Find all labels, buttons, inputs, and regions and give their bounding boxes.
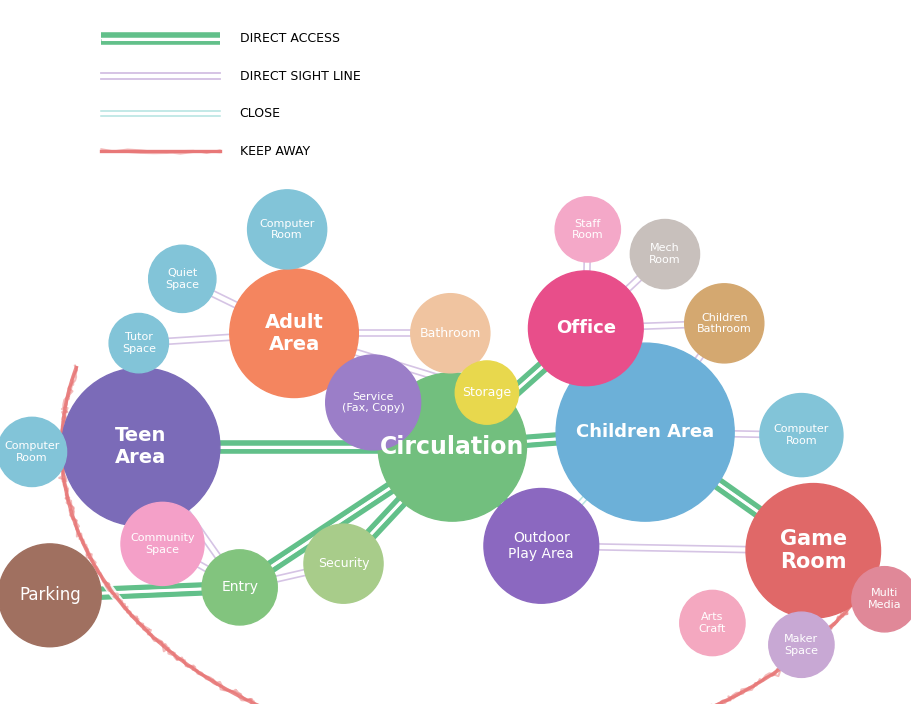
Text: CLOSE: CLOSE — [240, 107, 281, 120]
Text: Game
Room: Game Room — [779, 529, 846, 572]
Circle shape — [378, 373, 526, 521]
Text: Teen
Area: Teen Area — [115, 426, 167, 467]
Circle shape — [679, 590, 744, 656]
Circle shape — [303, 524, 383, 603]
Text: Quiet
Space: Quiet Space — [165, 268, 200, 290]
Circle shape — [455, 361, 518, 424]
Circle shape — [759, 394, 842, 476]
Text: Parking: Parking — [19, 586, 80, 605]
Text: Bathroom: Bathroom — [419, 326, 480, 340]
Circle shape — [527, 271, 642, 386]
Circle shape — [768, 612, 834, 678]
Circle shape — [0, 544, 101, 646]
Circle shape — [555, 197, 619, 262]
Circle shape — [0, 417, 67, 486]
Circle shape — [62, 368, 220, 526]
Text: Office: Office — [555, 319, 615, 337]
Circle shape — [684, 284, 763, 363]
Text: Circulation: Circulation — [380, 435, 524, 459]
Circle shape — [484, 489, 598, 603]
Text: Outdoor
Play Area: Outdoor Play Area — [508, 531, 574, 561]
Text: Children
Bathroom: Children Bathroom — [696, 312, 751, 334]
Text: Children Area: Children Area — [576, 423, 713, 441]
Circle shape — [202, 550, 277, 625]
Circle shape — [630, 219, 699, 289]
Text: Tutor
Space: Tutor Space — [122, 332, 156, 354]
Circle shape — [325, 355, 420, 450]
Circle shape — [247, 190, 326, 269]
Circle shape — [851, 566, 911, 632]
Circle shape — [230, 269, 358, 397]
Text: Staff
Room: Staff Room — [571, 219, 603, 240]
Circle shape — [745, 484, 879, 618]
Circle shape — [121, 503, 204, 586]
Text: DIRECT SIGHT LINE: DIRECT SIGHT LINE — [240, 69, 360, 83]
Text: DIRECT ACCESS: DIRECT ACCESS — [240, 32, 339, 45]
Text: Adult
Area: Adult Area — [264, 313, 323, 354]
Text: Entry: Entry — [221, 581, 258, 595]
Circle shape — [109, 314, 169, 373]
Text: Mech
Room: Mech Room — [649, 244, 680, 265]
Text: Multi
Media: Multi Media — [866, 588, 900, 610]
Text: Computer
Room: Computer Room — [5, 441, 59, 463]
Text: Storage: Storage — [462, 386, 511, 399]
Circle shape — [148, 245, 216, 312]
Text: Security: Security — [317, 557, 369, 570]
Text: Computer
Room: Computer Room — [773, 424, 828, 446]
Text: Maker
Space: Maker Space — [783, 634, 817, 656]
Text: Community
Space: Community Space — [130, 533, 195, 554]
Text: Arts
Craft: Arts Craft — [698, 612, 725, 634]
Circle shape — [556, 343, 733, 521]
Text: Computer
Room: Computer Room — [259, 219, 314, 240]
Circle shape — [410, 294, 489, 373]
Text: Service
(Fax, Copy): Service (Fax, Copy) — [342, 392, 404, 413]
Text: KEEP AWAY: KEEP AWAY — [240, 144, 310, 158]
